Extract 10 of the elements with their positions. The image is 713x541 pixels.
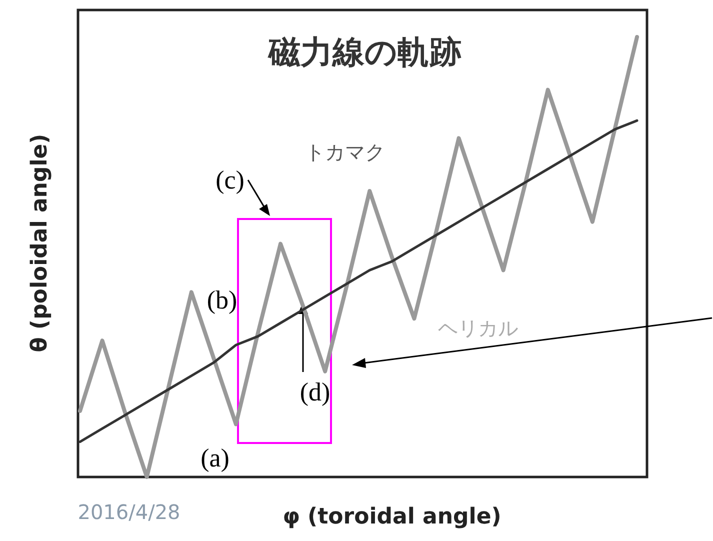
- text: 2016/4/28: [78, 500, 180, 524]
- annotation: (c): [216, 166, 244, 194]
- chart-title: 磁力線の軌跡: [268, 33, 462, 71]
- annotation: ヘリカル: [438, 316, 518, 340]
- y-axis-title: θ (poloidal angle): [28, 134, 52, 352]
- x-axis-title: φ (toroidal angle): [282, 504, 502, 530]
- annotation: (a): [200, 444, 230, 472]
- annotation: (d): [300, 378, 330, 406]
- annotation: (b): [206, 286, 238, 314]
- annotation: トカマク: [305, 140, 385, 164]
